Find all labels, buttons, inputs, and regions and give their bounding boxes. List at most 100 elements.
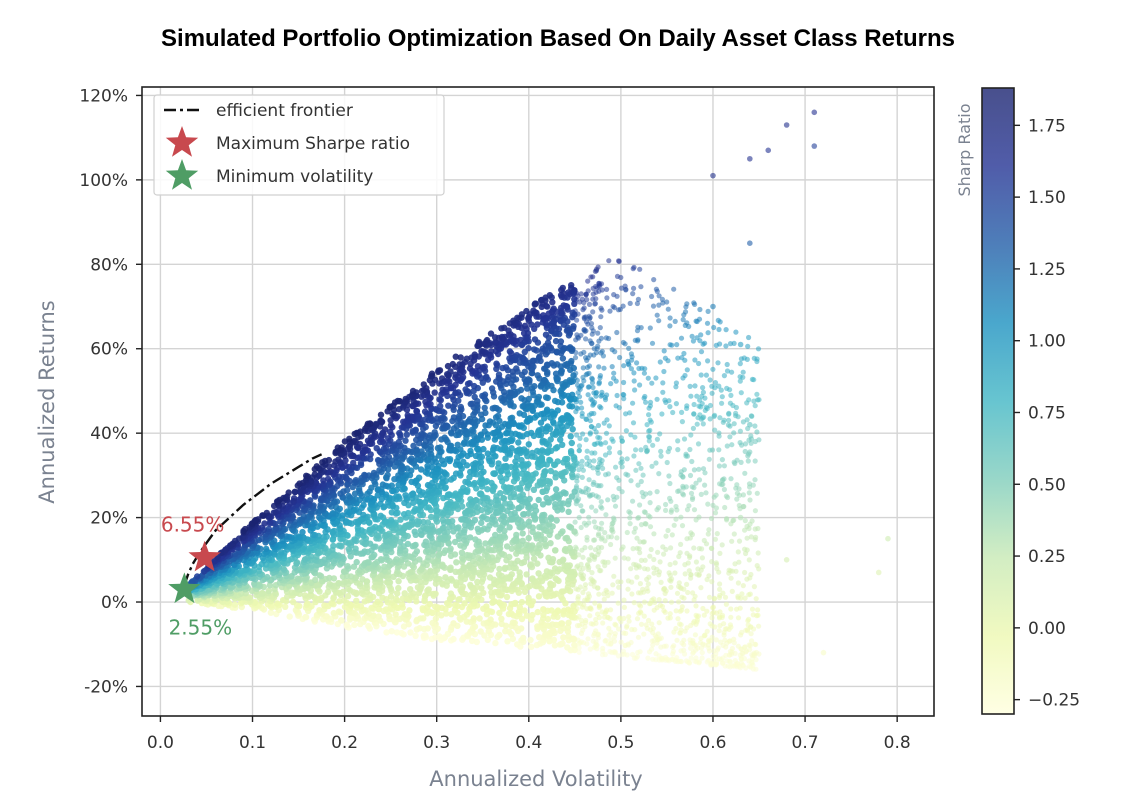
scatter-point (617, 615, 623, 621)
scatter-point (741, 503, 747, 510)
scatter-point (697, 306, 703, 313)
scatter-point (681, 436, 688, 442)
scatter-point (700, 605, 706, 612)
scatter-point (591, 479, 597, 485)
scatter-point (467, 400, 474, 408)
scatter-point (708, 515, 715, 522)
scatter-point (535, 393, 543, 401)
scatter-point (606, 625, 612, 631)
scatter-point (455, 524, 462, 531)
scatter-point (696, 659, 703, 665)
scatter-point (548, 607, 555, 614)
scatter-point (727, 434, 733, 440)
scatter-point (616, 485, 622, 492)
scatter-point (353, 597, 360, 604)
scatter-point (372, 523, 379, 531)
scatter-point (572, 519, 578, 525)
scatter-point (674, 590, 681, 596)
scatter-point (614, 535, 620, 541)
scatter-point (475, 554, 482, 562)
scatter-point (692, 383, 698, 389)
scatter-point (661, 608, 667, 614)
scatter-point (749, 606, 756, 612)
scatter-point (722, 594, 729, 600)
scatter-point (286, 613, 293, 620)
scatter-point (725, 663, 731, 669)
scatter-point (661, 348, 667, 354)
scatter-point (365, 622, 372, 630)
scatter-point (471, 623, 479, 630)
scatter-point (408, 478, 415, 486)
scatter-point (710, 604, 717, 610)
scatter-point (528, 643, 535, 650)
scatter-point (231, 601, 239, 608)
scatter-point (420, 615, 427, 622)
scatter-point (670, 648, 677, 654)
scatter-point (691, 545, 697, 551)
scatter-point (392, 595, 400, 603)
scatter-point (535, 593, 543, 600)
scatter-point (299, 528, 306, 536)
scatter-point (711, 595, 718, 601)
scatter-point (519, 530, 526, 537)
scatter-point (752, 458, 758, 464)
scatter-point (653, 286, 660, 292)
scatter-point (502, 564, 509, 571)
scatter-point (660, 544, 666, 550)
scatter-point (721, 476, 727, 482)
scatter-point (645, 617, 652, 624)
scatter-point (738, 660, 745, 666)
scatter-point (681, 467, 687, 473)
scatter-point (554, 607, 562, 614)
scatter-point (614, 329, 620, 336)
scatter-point (755, 525, 761, 532)
scatter-point (693, 559, 700, 565)
scatter-point (713, 637, 719, 643)
scatter-point (588, 621, 594, 627)
scatter-point (444, 491, 452, 498)
scatter-point (432, 603, 439, 610)
scatter-point (733, 410, 739, 416)
scatter-point (646, 412, 652, 418)
scatter-point (374, 456, 382, 464)
scatter-point (751, 584, 758, 590)
scatter-point (447, 564, 454, 571)
scatter-point (634, 574, 640, 580)
scatter-point (690, 590, 696, 596)
scatter-point (581, 520, 588, 526)
scatter-point (630, 498, 636, 504)
scatter-point (399, 595, 407, 602)
scatter-point (612, 555, 618, 561)
scatter-point (316, 607, 323, 614)
scatter-point (487, 616, 494, 623)
scatter-point (454, 441, 461, 448)
scatter-point (632, 627, 638, 633)
scatter-point (620, 339, 627, 346)
scatter-point (665, 306, 671, 312)
scatter-point (587, 338, 593, 344)
scatter-point (393, 556, 400, 563)
scatter-point (647, 490, 653, 496)
scatter-point (576, 645, 582, 651)
scatter-point (468, 637, 476, 645)
scatter-point (575, 600, 581, 606)
scatter-point (658, 635, 664, 641)
scatter-point (609, 347, 615, 353)
scatter-point (638, 465, 644, 471)
scatter-point (495, 371, 503, 378)
scatter-point (576, 614, 582, 620)
scatter-point (669, 656, 675, 662)
scatter-point (756, 623, 762, 629)
scatter-point (650, 656, 656, 662)
scatter-point (636, 461, 642, 467)
scatter-point (607, 308, 613, 314)
scatter-point (604, 417, 610, 423)
scatter-point (484, 636, 491, 644)
scatter-point (651, 565, 657, 571)
scatter-point (592, 537, 598, 543)
scatter-point (663, 643, 669, 649)
scatter-point (467, 496, 474, 503)
scatter-point (640, 586, 646, 593)
scatter-point (752, 641, 758, 647)
scatter-point (312, 576, 319, 584)
